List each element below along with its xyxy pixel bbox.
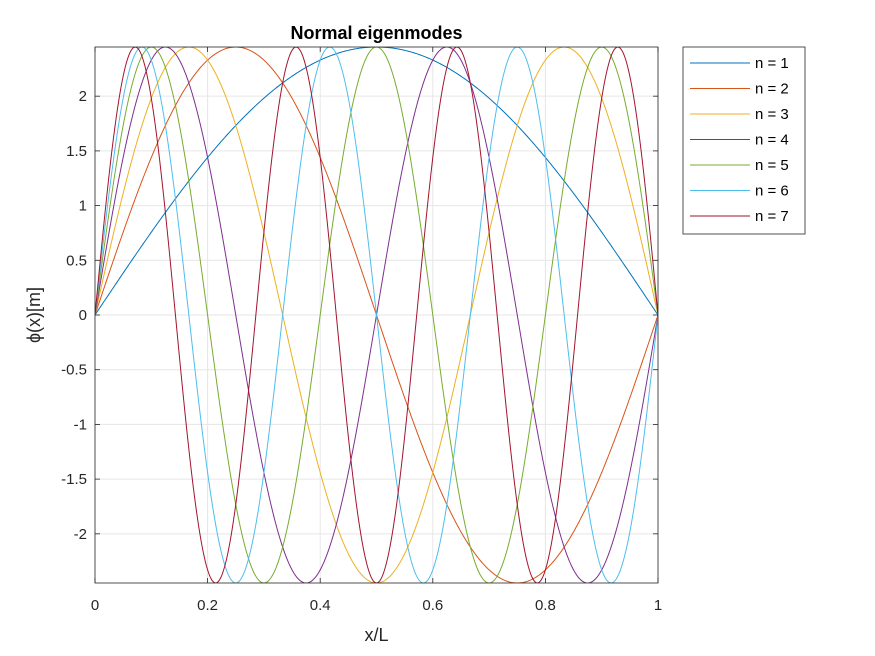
x-tick-label: 0.8 <box>535 597 556 614</box>
y-tick-label: -2 <box>74 526 87 543</box>
y-tick-label: -1 <box>74 416 87 433</box>
series-line-n-5 <box>95 47 658 583</box>
tick-marks <box>94 47 659 583</box>
x-tick-label: 0.2 <box>197 597 218 614</box>
chart-title: Normal eigenmodes <box>290 23 462 43</box>
x-tick-label: 0.4 <box>310 597 331 614</box>
y-axis-label: ϕ(x)[m] <box>24 287 44 343</box>
y-tick-label: 1 <box>79 198 87 215</box>
legend-label-n-3: n = 3 <box>755 106 789 123</box>
y-tick-label: 1.5 <box>66 143 87 160</box>
legend-label-n-7: n = 7 <box>755 208 789 225</box>
series-line-n-7 <box>95 47 658 583</box>
legend-label-n-5: n = 5 <box>755 157 789 174</box>
legend-box <box>682 46 806 235</box>
legend-label-n-2: n = 2 <box>755 81 789 98</box>
y-tick-label: -1.5 <box>61 471 87 488</box>
x-tick-labels: 0 0.2 0.4 0.6 0.8 1 <box>91 597 662 614</box>
legend-label-n-1: n = 1 <box>755 55 789 72</box>
x-tick-label: 1 <box>654 597 662 614</box>
series-line-n-6 <box>95 47 658 583</box>
y-tick-label: 0.5 <box>66 252 87 269</box>
legend-label-n-4: n = 4 <box>755 132 789 149</box>
x-tick-label: 0.6 <box>422 597 443 614</box>
legend: n = 1 n = 2 n = 3 n = 4 n = 5 n = 6 n = 7 <box>682 46 806 235</box>
y-tick-label: 2 <box>79 88 87 105</box>
legend-label-n-6: n = 6 <box>755 183 789 200</box>
x-tick-label: 0 <box>91 597 99 614</box>
y-tick-labels: -2 -1.5 -1 -0.5 0 0.5 1 1.5 2 <box>61 88 87 543</box>
x-axis-label: x/L <box>364 625 388 645</box>
y-tick-label: -0.5 <box>61 362 87 379</box>
y-tick-label: 0 <box>79 307 87 324</box>
